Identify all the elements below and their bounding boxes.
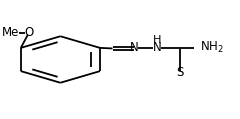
Text: H: H	[153, 35, 161, 45]
Text: Me: Me	[1, 26, 19, 39]
Text: O: O	[25, 26, 34, 39]
Text: N: N	[130, 41, 139, 54]
Text: S: S	[176, 66, 184, 79]
Text: NH$_2$: NH$_2$	[200, 40, 224, 55]
Text: N: N	[153, 41, 162, 54]
